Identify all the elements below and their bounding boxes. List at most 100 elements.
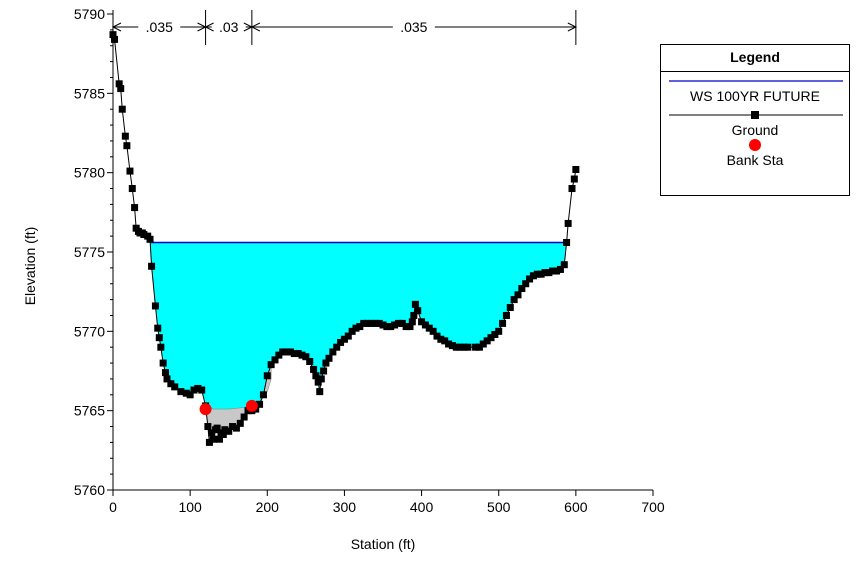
legend-ws-line <box>669 80 843 82</box>
ground-point <box>502 311 510 319</box>
ground-point <box>495 327 503 335</box>
ground-point <box>182 389 190 397</box>
water-area <box>150 242 569 443</box>
ground-point <box>198 386 206 394</box>
x-tick-label: 0 <box>109 499 117 515</box>
ground-point <box>151 302 159 310</box>
ground-point <box>391 321 399 329</box>
x-tick-label: 300 <box>333 499 357 515</box>
ground-point <box>564 219 572 227</box>
ground-point <box>499 319 507 327</box>
y-tick-label: 5765 <box>74 403 105 419</box>
ground-point <box>244 407 252 415</box>
ground-point <box>213 424 221 432</box>
ground-point <box>312 372 320 380</box>
ground-point <box>445 340 453 348</box>
y-tick-label: 5780 <box>74 165 105 181</box>
ground-point <box>275 351 283 359</box>
ground-point <box>205 438 213 446</box>
ground-point <box>560 261 568 269</box>
manning-n-label: .035 <box>400 19 427 35</box>
ground-point <box>298 351 306 359</box>
ground-point <box>157 343 165 351</box>
ground-point <box>306 357 314 365</box>
ground-point <box>371 319 379 327</box>
ground-point <box>118 105 126 113</box>
ground-point <box>398 319 406 327</box>
n-arrow-head <box>567 22 577 32</box>
ground-point <box>464 343 472 351</box>
ground-point <box>541 269 549 277</box>
ground-point <box>320 367 328 375</box>
ground-point <box>186 391 194 399</box>
ground-point <box>429 327 437 335</box>
ground-point <box>154 324 162 332</box>
ground-point <box>146 235 154 243</box>
ground-point <box>163 375 171 383</box>
ground-point <box>452 343 460 351</box>
ground-point <box>290 350 298 358</box>
y-tick-label: 5775 <box>74 244 105 260</box>
legend-ground-marker <box>669 111 843 119</box>
ground-point <box>344 332 352 340</box>
ground-point <box>329 348 337 356</box>
ground-point <box>549 267 557 275</box>
ground-point <box>475 343 483 351</box>
ground-point <box>472 343 480 351</box>
ground-point <box>221 426 229 434</box>
ground-point <box>568 185 576 193</box>
ground-point <box>204 423 212 431</box>
ground-point <box>410 311 418 319</box>
ground-point <box>167 380 175 388</box>
legend-title: Legend <box>661 45 849 72</box>
ground-point <box>364 319 372 327</box>
ground-point <box>553 267 561 275</box>
ground-point <box>394 319 402 327</box>
ground-point <box>537 270 545 278</box>
ground-point <box>418 318 426 326</box>
ground-point <box>383 323 391 331</box>
ground-point <box>379 321 387 329</box>
ground-point <box>437 335 445 343</box>
ground-point <box>483 337 491 345</box>
ground-point <box>123 142 131 150</box>
x-tick-label: 600 <box>564 499 588 515</box>
ground-point <box>387 323 395 331</box>
ground-point <box>111 35 119 43</box>
ground-point <box>479 340 487 348</box>
ground-point <box>267 361 275 369</box>
ground-point <box>414 307 422 315</box>
bank-station-point <box>199 403 212 416</box>
ground-point <box>556 265 564 273</box>
ground-point <box>352 324 360 332</box>
ground-point <box>545 269 553 277</box>
ground-point <box>487 334 495 342</box>
ground-point <box>283 348 291 356</box>
axes: 0 100 200 300 400 500 600 700 5760 5765 5770 5775 57… <box>74 6 665 515</box>
ground-point <box>115 80 123 88</box>
ground-point <box>356 323 364 331</box>
x-tick-label: 500 <box>487 499 511 515</box>
x-tick-label: 100 <box>178 499 202 515</box>
ground-point <box>310 365 318 373</box>
ground-point <box>514 291 522 299</box>
ground-point <box>402 323 410 331</box>
ground-point <box>510 296 518 304</box>
ground-point <box>333 343 341 351</box>
ground-point <box>259 391 267 399</box>
y-tick-label: 5770 <box>74 323 105 339</box>
ground-point <box>325 354 333 362</box>
ground-point <box>433 332 441 340</box>
ground-point <box>563 238 571 246</box>
y-tick-label: 5790 <box>74 6 105 22</box>
ground-point <box>522 280 530 288</box>
plot-area <box>109 31 580 446</box>
bank-station-point <box>245 399 258 412</box>
ground-point <box>570 175 578 183</box>
x-tick-label: 200 <box>256 499 280 515</box>
legend-ground-label: Ground <box>731 122 779 138</box>
ground-point <box>140 231 148 239</box>
ground-point <box>194 384 202 392</box>
ground-point <box>209 435 217 443</box>
